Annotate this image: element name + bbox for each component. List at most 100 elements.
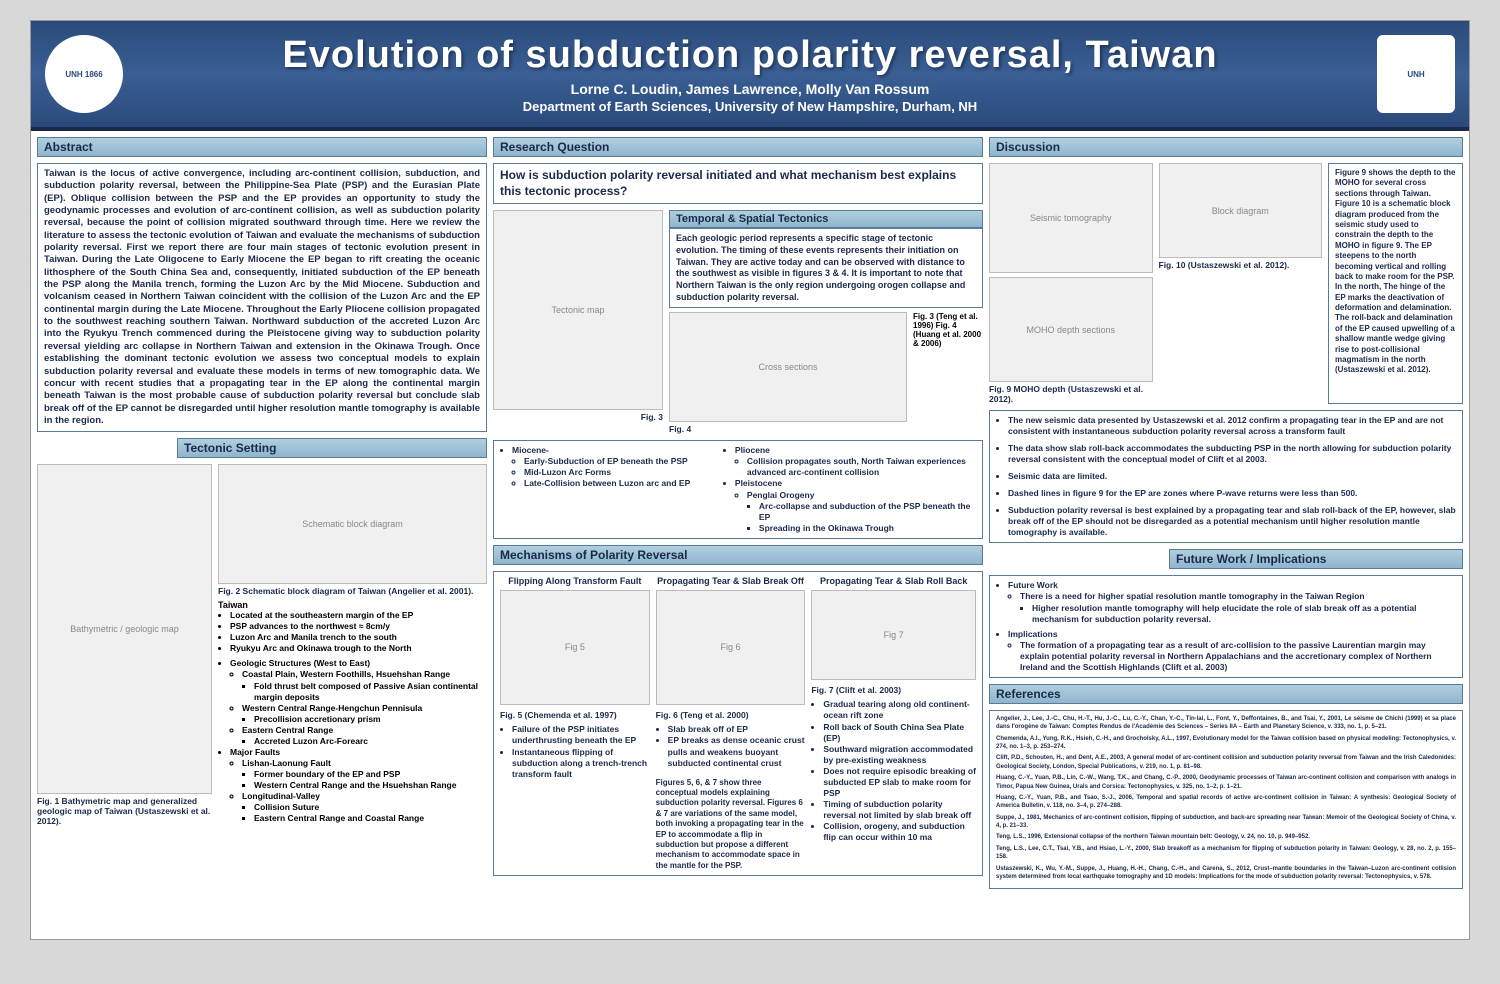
rq-text: How is subduction polarity reversal init… — [493, 163, 983, 204]
fig1-map: Bathymetric / geologic map — [37, 464, 212, 794]
rq-header: Research Question — [493, 137, 983, 157]
taiwan-label: Taiwan — [218, 600, 487, 610]
fig1-caption: Fig. 1 Bathymetric map and generalized g… — [37, 796, 212, 826]
tectonic-header: Tectonic Setting — [177, 438, 487, 458]
ref-item: Teng, L.S., 1996, Extensional collapse o… — [996, 833, 1456, 841]
abstract-header: Abstract — [37, 137, 487, 157]
geologic-structures-list: Geologic Structures (West to East) Coast… — [230, 658, 487, 824]
mech-col1: Flipping Along Transform Fault Fig 5 Fig… — [500, 576, 650, 871]
fig6-caption: Fig. 6 (Teng et al. 2000) — [656, 710, 806, 721]
list-item: Mid-Luzon Arc Forms — [524, 467, 713, 478]
ref-item: Huang, C.-Y., Yuan, P.B., Lin, C.-W., Wa… — [996, 774, 1456, 791]
list-item: Late-Collision between Luzon arc and EP — [524, 478, 713, 489]
list-item: Eastern Central Range — [242, 725, 487, 736]
list-item: Precollision accretionary prism — [254, 714, 487, 725]
list-item: Western Central Range-Hengchun Pennisula — [242, 703, 487, 714]
list-item: Penglai Orogeny — [747, 490, 976, 501]
list-item: Roll back of South China Sea Plate (EP) — [823, 722, 976, 744]
list-item: Collision, orogeny, and subduction flip … — [823, 821, 976, 843]
temporal-lists: Miocene- Early-Subduction of EP beneath … — [493, 440, 983, 538]
list-item: Eastern Central Range and Coastal Range — [254, 813, 487, 824]
poster-title: Evolution of subduction polarity reversa… — [123, 34, 1377, 77]
column-left: Abstract Taiwan is the locus of active c… — [37, 137, 487, 933]
ref-item: Suppe, J., 1981, Mechanics of arc-contin… — [996, 814, 1456, 831]
temporal-row: Tectonic map Fig. 3 Temporal & Spatial T… — [493, 210, 983, 434]
list-item: Early-Subduction of EP beneath the PSP — [524, 456, 713, 467]
list-item: Pliocene — [735, 445, 976, 456]
fig3-label: Fig. 3 — [493, 412, 663, 422]
list-item: Arc-collapse and subduction of the PSP b… — [759, 501, 976, 523]
list-item: Collision propagates south, North Taiwan… — [747, 456, 976, 478]
list-item: Dashed lines in figure 9 for the EP are … — [1008, 488, 1456, 499]
list-item: Subduction polarity reversal is best exp… — [1008, 505, 1456, 538]
list-item: Failure of the PSP initiates underthrust… — [512, 724, 650, 746]
ref-item: Angelier, J., Lee, J.-C., Chu, H.-T., Hu… — [996, 715, 1456, 732]
tectonic-right: Schematic block diagram Fig. 2 Schematic… — [218, 464, 487, 826]
list-item: Luzon Arc and Manila trench to the south — [230, 632, 487, 643]
temporal-intro: Each geologic period represents a specif… — [669, 228, 983, 308]
disc-fig-right: Block diagram Fig. 10 (Ustaszewski et al… — [1159, 163, 1323, 404]
fig2-caption: Fig. 2 Schematic block diagram of Taiwan… — [218, 586, 487, 596]
fig4-label: Fig. 4 — [669, 424, 983, 434]
list-item: PSP advances to the northwest ≈ 8cm/y — [230, 621, 487, 632]
temporal-right: Temporal & Spatial Tectonics Each geolog… — [669, 210, 983, 434]
list-item: Ryukyu Arc and Okinawa trough to the Nor… — [230, 643, 487, 654]
list-item: Slab break off of EP — [668, 724, 806, 735]
list-item: The formation of a propagating tear as a… — [1020, 640, 1456, 673]
fig4-diagram: Cross sections — [669, 312, 907, 422]
list-item: Higher resolution mantle tomography will… — [1032, 603, 1456, 625]
tectonic-list: Located at the southeastern margin of th… — [230, 610, 487, 654]
refs-header: References — [989, 684, 1463, 704]
list-item: Does not require episodic breaking of su… — [823, 766, 976, 799]
pliocene-list: Pliocene Collision propagates south, Nor… — [735, 445, 976, 533]
mech-col3: Propagating Tear & Slab Roll Back Fig 7 … — [811, 576, 976, 871]
list-item: Lishan-Laonung Fault — [242, 758, 487, 769]
fig-moho-top: Seismic tomography — [989, 163, 1153, 273]
tectonic-row: Bathymetric / geologic map Fig. 1 Bathym… — [37, 464, 487, 826]
future-header: Future Work / Implications — [1169, 549, 1463, 569]
disc-fig9-text: Figure 9 shows the depth to the MOHO for… — [1328, 163, 1463, 404]
list-item: Geologic Structures (West to East) — [230, 658, 487, 669]
list-item: Collision Suture — [254, 802, 487, 813]
list-item: Southward migration accommodated by pre-… — [823, 744, 976, 766]
list-item: Major Faults — [230, 747, 487, 758]
list-item: Coastal Plain, Western Foothills, Hsuehs… — [242, 669, 487, 680]
list-item: Former boundary of the EP and PSP — [254, 769, 487, 780]
disc-figs-row: Seismic tomography MOHO depth sections F… — [989, 163, 1463, 404]
fig10-caption: Fig. 10 (Ustaszewski et al. 2012). — [1159, 260, 1323, 270]
list-item: The new seismic data presented by Ustasz… — [1008, 415, 1456, 437]
mech-summary: Figures 5, 6, & 7 show three conceptual … — [656, 778, 806, 872]
list-item: Implications — [1008, 629, 1456, 640]
disc-fig-left: Seismic tomography MOHO depth sections F… — [989, 163, 1153, 404]
list-item: Instantaneous flipping of subduction alo… — [512, 747, 650, 780]
column-right: Discussion Seismic tomography MOHO depth… — [989, 137, 1463, 933]
poster-root: UNH 1866 Evolution of subduction polarit… — [30, 20, 1470, 940]
poster-authors: Lorne C. Loudin, James Lawrence, Molly V… — [123, 81, 1377, 97]
fig34-caption: Fig. 3 (Teng et al. 1996) Fig. 4 (Huang … — [913, 312, 983, 422]
fig9-caption: Fig. 9 MOHO depth (Ustaszewski et al. 20… — [989, 384, 1153, 404]
mech-c3-title: Propagating Tear & Slab Roll Back — [811, 576, 976, 588]
list-item: Accreted Luzon Arc-Forearc — [254, 736, 487, 747]
ref-item: Clift, P.D., Schouten, H., and Dent, A.E… — [996, 754, 1456, 771]
list-item: The data show slab roll-back accommodate… — [1008, 443, 1456, 465]
list-item: Gradual tearing along old continent-ocea… — [823, 699, 976, 721]
unh-seal-logo: UNH 1866 — [45, 35, 123, 113]
list-item: Future Work — [1008, 580, 1456, 591]
ref-item: Chemenda, A.I., Yung, R.K., Hsieh, C.-H.… — [996, 735, 1456, 752]
list-item: Pleistocene — [735, 478, 976, 489]
fig7-caption: Fig. 7 (Clift et al. 2003) — [811, 685, 976, 696]
mech-c1-title: Flipping Along Transform Fault — [500, 576, 650, 588]
list-item: There is a need for higher spatial resol… — [1020, 591, 1456, 602]
poster-header: UNH 1866 Evolution of subduction polarit… — [31, 21, 1469, 131]
fig4-row: Cross sections Fig. 3 (Teng et al. 1996)… — [669, 312, 983, 422]
poster-department: Department of Earth Sciences, University… — [123, 99, 1377, 114]
fig3-wrap: Tectonic map Fig. 3 — [493, 210, 663, 434]
column-middle: Research Question How is subduction pola… — [493, 137, 983, 933]
header-text: Evolution of subduction polarity reversa… — [123, 34, 1377, 114]
list-item: Timing of subduction polarity reversal n… — [823, 799, 976, 821]
miocene-list: Miocene- Early-Subduction of EP beneath … — [512, 445, 713, 533]
fig5: Fig 5 — [500, 590, 650, 705]
fig9-moho: MOHO depth sections — [989, 277, 1153, 382]
mech-header: Mechanisms of Polarity Reversal — [493, 545, 983, 565]
list-item: Longitudinal-Valley — [242, 791, 487, 802]
